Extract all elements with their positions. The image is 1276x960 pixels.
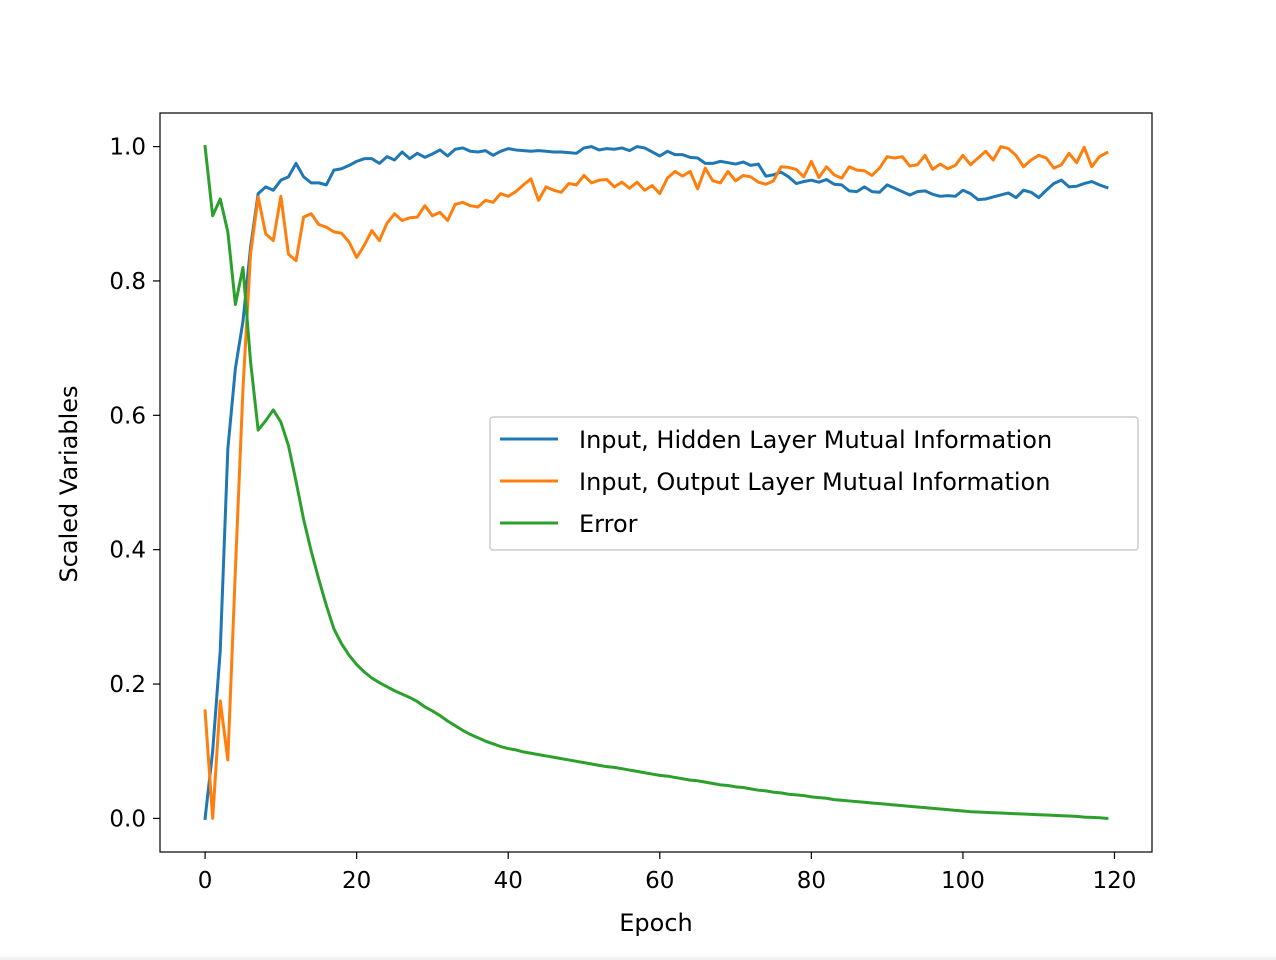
legend-label-2: Input, Output Layer Mutual Information [579,468,1050,496]
y-tick-label: 0.0 [109,806,146,832]
series-layer [203,144,1109,821]
y-tick-label: 0.2 [109,672,146,698]
plot-area [159,112,1153,853]
legend: Input, Hidden Layer Mutual Information In… [489,416,1139,551]
y-axis-label: Scaled Variables [55,385,83,582]
x-tick-label: 0 [198,868,213,894]
y-axis: 0.0 0.2 0.4 0.6 0.8 1.0 [109,135,160,832]
bottom-divider [0,957,1276,960]
x-axis-label: Epoch [619,909,693,937]
x-tick-label: 60 [645,868,674,894]
x-axis: 0 20 40 60 80 100 120 [198,852,1137,894]
x-tick-label: 80 [797,868,826,894]
x-tick-label: 120 [1093,868,1137,894]
x-tick-label: 100 [941,868,985,894]
y-tick-label: 0.6 [109,403,146,429]
plot-frame [159,112,1153,853]
series-line-3 [203,144,1109,821]
legend-frame [489,416,1139,551]
y-tick-label: 1.0 [109,135,146,161]
y-tick-label: 0.4 [109,538,146,564]
y-tick-label: 0.8 [109,269,146,295]
x-tick-label: 40 [494,868,523,894]
series-line-1 [203,145,1109,821]
legend-label-1: Input, Hidden Layer Mutual Information [579,426,1052,454]
series-line-2 [203,145,1109,820]
legend-label-3: Error [579,510,638,538]
x-tick-label: 20 [342,868,371,894]
